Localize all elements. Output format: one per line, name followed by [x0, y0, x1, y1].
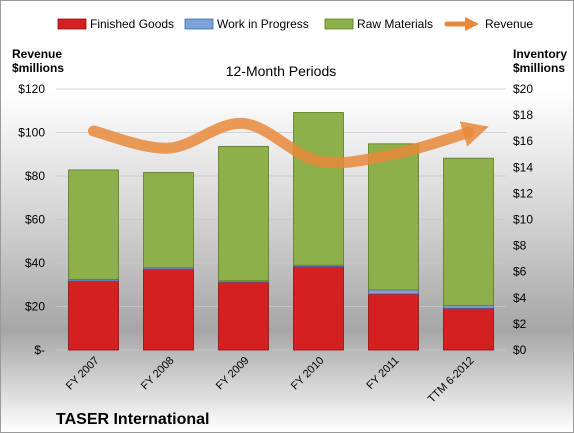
bar-work-in-progress: [368, 289, 419, 295]
bar-raw-materials: [443, 157, 494, 307]
right-axis-tick-label: $4: [513, 291, 527, 305]
right-axis-tick-label: $8: [513, 239, 527, 253]
bar-raw-materials: [293, 112, 344, 266]
bar-finished-goods: [218, 281, 269, 351]
bar-finished-goods: [293, 266, 344, 351]
left-axis-tick-label: $-: [34, 343, 45, 357]
bar-finished-goods: [68, 280, 119, 351]
category-label: TTM 6-2012: [426, 355, 477, 406]
right-axis-tick-label: $2: [513, 317, 527, 331]
left-axis-tick-label: $120: [18, 82, 45, 96]
left-axis-tick-label: $20: [25, 300, 45, 314]
left-axis-tick-label: $40: [25, 256, 45, 270]
chart-subtitle: 12-Month Periods: [226, 63, 337, 79]
category-label: FY 2007: [64, 355, 102, 393]
legend-swatch-work-in-progress: [184, 18, 214, 30]
bars: [68, 112, 494, 351]
bar-raw-materials: [68, 169, 119, 280]
right-axis-tick-label: $6: [513, 265, 527, 279]
legend-item-work-in-progress: Work in Progress: [184, 17, 309, 31]
category-label: FY 2009: [214, 355, 252, 393]
legend-item-raw-materials: Raw Materials: [324, 17, 433, 31]
right-axis-title-line1: Inventory: [513, 47, 567, 61]
right-axis-tick-label: $10: [513, 213, 533, 227]
right-axis-tick-label: $20: [513, 82, 533, 96]
legend-label-revenue: Revenue: [485, 17, 533, 31]
right-axis-tick-label: $16: [513, 134, 533, 148]
company-name: TASER International: [56, 411, 210, 428]
right-axis-tick-label: $12: [513, 186, 533, 200]
right-axis-tick-label: $0: [513, 343, 527, 357]
revenue-line-group: [88, 117, 489, 169]
legend-item-finished-goods: Finished Goods: [57, 17, 174, 31]
bar-raw-materials: [143, 172, 194, 269]
category-label: FY 2008: [139, 355, 177, 393]
legend-item-revenue: Revenue: [444, 17, 533, 31]
legend-label-finished-goods: Finished Goods: [90, 17, 174, 31]
right-axis-title-line2: $millions: [513, 61, 565, 75]
left-axis-title-line2: $millions: [12, 61, 64, 75]
revenue-line: [88, 117, 489, 169]
right-axis-ticks: $0 $2 $4 $6 $8 $10 $12 $14 $16 $18 $20: [513, 82, 533, 357]
left-axis-tick-label: $80: [25, 169, 45, 183]
legend-label-raw-materials: Raw Materials: [357, 17, 433, 31]
legend: Finished Goods Work in Progress Raw Mate…: [57, 17, 533, 31]
category-labels: FY 2007 FY 2008 FY 2009 FY 2010 FY 2011 TTM 6…: [64, 355, 477, 406]
legend-swatch-revenue-arrowhead: [465, 17, 479, 31]
bar-finished-goods: [368, 293, 419, 351]
category-label: FY 2011: [364, 355, 401, 392]
legend-swatch-raw-materials: [324, 18, 354, 30]
right-axis-tick-label: $18: [513, 108, 533, 122]
legend-swatch-finished-goods: [57, 18, 87, 30]
left-axis-tick-label: $60: [25, 213, 45, 227]
bar-raw-materials: [218, 146, 269, 282]
gridlines: [56, 88, 506, 351]
left-axis-title-line1: Revenue: [12, 47, 62, 61]
left-axis-tick-label: $100: [18, 126, 45, 140]
bar-raw-materials: [368, 143, 419, 291]
category-label: FY 2010: [289, 355, 327, 393]
right-axis-tick-label: $14: [513, 160, 533, 174]
left-axis-ticks: $- $20 $40 $60 $80 $100 $120: [18, 82, 45, 357]
bar-finished-goods: [443, 307, 494, 351]
bar-finished-goods: [143, 268, 194, 351]
legend-label-work-in-progress: Work in Progress: [217, 17, 309, 31]
